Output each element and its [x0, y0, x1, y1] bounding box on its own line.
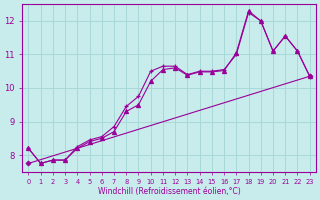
X-axis label: Windchill (Refroidissement éolien,°C): Windchill (Refroidissement éolien,°C)	[98, 187, 240, 196]
